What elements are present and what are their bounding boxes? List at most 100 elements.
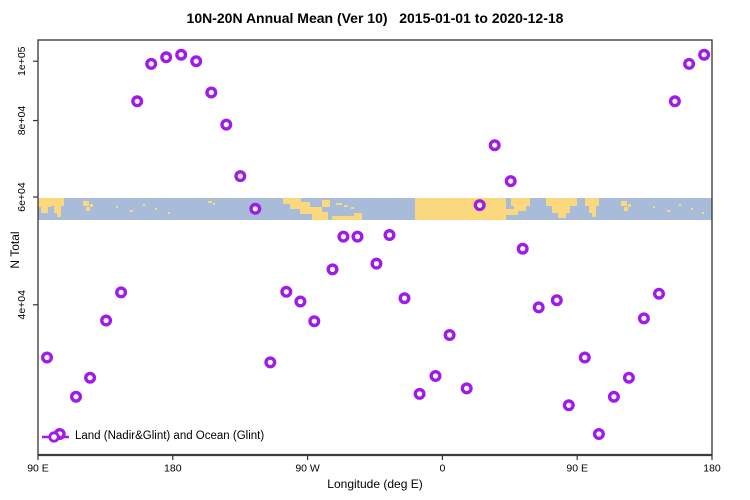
scatter-point <box>351 230 364 243</box>
land-shape <box>322 200 330 207</box>
scatter-point <box>413 387 426 400</box>
x-tick-label: 90 E <box>566 463 588 475</box>
chart-title: 10N-20N Annual Mean (Ver 10) 2015-01-01 … <box>186 10 564 26</box>
land-shape <box>546 198 577 206</box>
land-shape <box>552 206 570 213</box>
land-shape <box>155 208 157 210</box>
scatter-point <box>504 175 517 188</box>
scatter-point <box>220 118 233 131</box>
land-shape <box>336 203 342 205</box>
scatter-point <box>337 230 350 243</box>
scatter-point <box>115 286 128 299</box>
land-shape <box>585 198 599 206</box>
land-shape <box>283 198 301 204</box>
scatter-point <box>443 329 456 342</box>
scatter-point <box>653 287 666 300</box>
scatter-point <box>160 51 173 64</box>
legend-point <box>48 431 60 443</box>
land-shape <box>312 212 328 220</box>
scatter-point <box>190 55 203 68</box>
x-tick-label: 180 <box>164 463 182 475</box>
land-shape <box>332 216 356 220</box>
land-shape <box>589 206 596 213</box>
axis-ticks: 90 E 180 90 W 0 90 E 180 1e+05 8e+04 6e+04 4e+04 <box>16 46 721 474</box>
land-shape <box>506 209 518 215</box>
land-shape <box>90 204 93 207</box>
scatter-point <box>516 242 529 255</box>
land-shape <box>667 210 670 212</box>
land-shape <box>168 212 170 214</box>
land-shape <box>57 213 61 217</box>
scatter-point <box>234 170 247 183</box>
scatter-point <box>488 139 501 152</box>
land-shape <box>51 198 64 206</box>
world-map-strip <box>38 198 712 220</box>
land-shape <box>344 205 348 207</box>
land-shape <box>116 206 118 208</box>
scatter-point <box>562 399 575 412</box>
x-axis-title: Longitude (deg E) <box>327 477 423 491</box>
scatter-point <box>69 390 82 403</box>
land-shape <box>351 207 354 209</box>
scatter-point <box>100 314 113 327</box>
legend-marker <box>42 431 69 443</box>
scatter-point <box>550 294 563 307</box>
scatter-point <box>592 428 605 441</box>
land-shape <box>300 207 322 214</box>
scatter-point <box>280 285 293 298</box>
land-shape <box>628 204 631 207</box>
scatter-point <box>41 351 54 364</box>
land-shape <box>511 198 530 206</box>
land-shape <box>514 206 526 211</box>
scatter-points <box>41 48 711 441</box>
land-shape <box>415 198 506 220</box>
scatter-point <box>175 48 188 61</box>
scatter-point <box>326 263 339 276</box>
scatter-point <box>145 57 158 70</box>
scatter-point <box>473 199 486 212</box>
ocean-strip <box>38 198 712 220</box>
land-shape <box>208 201 212 203</box>
scatter-point <box>383 228 396 241</box>
land-shape <box>54 206 61 213</box>
scatter-point <box>84 371 97 384</box>
scatter-point <box>622 371 635 384</box>
land-shape <box>624 207 628 211</box>
x-tick-label: 90 W <box>295 463 320 475</box>
y-tick-label: 4e+04 <box>16 290 28 320</box>
x-tick-label: 90 E <box>27 463 49 475</box>
scatter-point <box>578 351 591 364</box>
land-shape <box>143 204 145 206</box>
land-shape <box>679 204 681 206</box>
land-shape <box>86 207 90 211</box>
land-shape <box>691 208 693 210</box>
scatter-point <box>429 370 442 383</box>
scatter-point <box>637 312 650 325</box>
scatter-point <box>683 57 696 70</box>
scatter-point <box>532 301 545 314</box>
land-shape <box>592 213 596 217</box>
x-tick-label: 180 <box>703 463 721 475</box>
y-tick-label: 8e+04 <box>16 106 28 136</box>
scatter-point <box>249 202 262 215</box>
plot-frame <box>37 39 713 456</box>
scatter-point <box>308 315 321 328</box>
land-shape <box>702 212 704 214</box>
scatter-point <box>294 295 307 308</box>
land-shape <box>558 213 566 218</box>
x-tick-label: 0 <box>439 463 445 475</box>
scatter-point <box>668 95 681 108</box>
land-shape <box>621 201 627 206</box>
land-shape <box>213 203 215 205</box>
land-shape <box>38 198 51 207</box>
land-shape <box>290 202 310 209</box>
land-shape <box>653 206 655 208</box>
y-tick-label: 6e+04 <box>16 182 28 212</box>
scatter-point <box>607 390 620 403</box>
y-tick-label: 1e+05 <box>16 46 28 76</box>
scatter-point <box>131 95 144 108</box>
scatter-point <box>205 86 218 99</box>
land-shape <box>130 210 133 212</box>
